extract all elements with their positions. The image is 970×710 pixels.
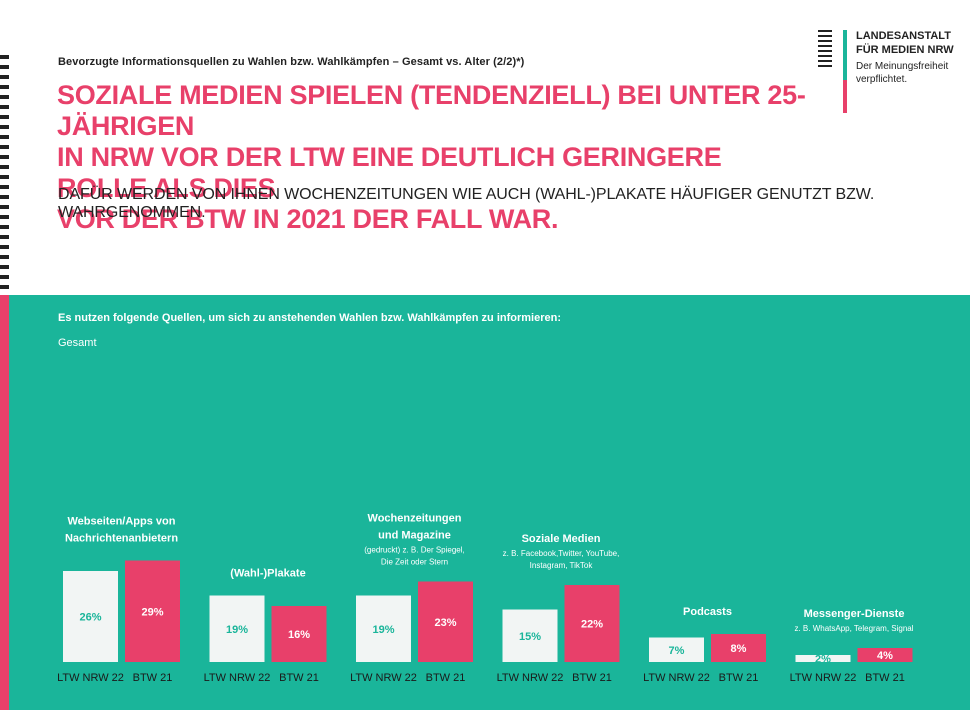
left-accent-bar [0, 295, 9, 710]
value-label: 19% [226, 624, 248, 636]
series-label: LTW NRW 22 [204, 672, 271, 684]
header-area [0, 0, 970, 295]
logo-tagline-line2: verpflichtet. [856, 74, 908, 85]
category-subtitle: Die Zeit oder Stern [381, 558, 448, 567]
value-label: 16% [288, 629, 310, 641]
category-title: Nachrichtenanbietern [65, 533, 178, 545]
category-title: Webseiten/Apps von [68, 516, 176, 528]
bar [63, 571, 118, 662]
headline-line: SOZIALE MEDIEN SPIELEN (TENDENZIELL) BEI… [57, 80, 806, 141]
series-label: LTW NRW 22 [57, 672, 124, 684]
category-subtitle: z. B. WhatsApp, Telegram, Signal [794, 624, 913, 633]
value-label: 26% [79, 612, 101, 624]
kicker-text: Bevorzugte Informationsquellen zu Wahlen… [58, 56, 525, 68]
series-label: BTW 21 [279, 672, 319, 684]
value-label: 4% [877, 650, 893, 662]
headline: SOZIALE MEDIEN SPIELEN (TENDENZIELL) BEI… [57, 80, 817, 235]
value-label: 29% [141, 606, 163, 618]
category-subtitle: Instagram, TikTok [530, 561, 594, 570]
chart-question: Es nutzen folgende Quellen, um sich zu a… [58, 312, 561, 324]
series-label: BTW 21 [572, 672, 612, 684]
bar [564, 585, 620, 662]
series-label: LTW NRW 22 [350, 672, 417, 684]
value-label: 22% [581, 619, 603, 631]
logo-tagline-line1: Der Meinungsfreiheit [856, 61, 949, 72]
series-label: BTW 21 [719, 672, 759, 684]
series-label: BTW 21 [133, 672, 173, 684]
category-title: Soziale Medien [522, 533, 601, 545]
category-title: und Magazine [378, 530, 451, 542]
subheadline: DAFÜR WERDEN VON IHNEN WOCHENZEITUNGEN W… [58, 186, 875, 221]
logo-bar-pink [843, 80, 847, 113]
bar [795, 655, 851, 662]
group-label: Gesamt [58, 337, 97, 349]
category-title: (Wahl-)Plakate [230, 568, 305, 580]
category-subtitle: (gedruckt) z. B. Der Spiegel, [364, 546, 464, 555]
series-label: LTW NRW 22 [497, 672, 564, 684]
bar [356, 595, 411, 662]
value-label: 15% [519, 631, 541, 643]
logo-stripes-icon [818, 30, 832, 70]
value-label: 7% [669, 645, 685, 657]
bar [125, 560, 180, 662]
headline-line: VOR DER BTW IN 2021 DER FALL WAR. [57, 204, 559, 234]
bar [649, 637, 704, 662]
series-label: BTW 21 [865, 672, 905, 684]
headline-line: IN NRW VOR DER LTW EINE DEUTLICH GERINGE… [57, 142, 722, 203]
bar [209, 595, 265, 662]
bar [271, 606, 327, 662]
category-subtitle: z. B. Facebook,Twitter, YouTube, [503, 549, 620, 558]
category-title: Wochenzeitungen [368, 513, 462, 525]
bar [857, 648, 913, 662]
value-label: 2% [815, 654, 831, 666]
category-title: Messenger-Dienste [804, 608, 905, 620]
value-label: 23% [434, 617, 456, 629]
landesanstalt-logo: LANDESANSTALT FÜR MEDIEN NRW Der Meinung… [818, 30, 968, 115]
logo-bar-teal [843, 30, 847, 80]
bar [418, 581, 473, 662]
bar [711, 634, 766, 662]
series-label: BTW 21 [426, 672, 466, 684]
series-label: LTW NRW 22 [790, 672, 857, 684]
value-label: 19% [372, 624, 394, 636]
left-edge-decoration [0, 55, 12, 295]
logo-name-line2: FÜR MEDIEN NRW [856, 44, 954, 56]
category-title: Podcasts [683, 606, 732, 618]
logo-name-line1: LANDESANSTALT [856, 30, 951, 42]
bar [502, 609, 558, 662]
value-label: 8% [731, 643, 747, 655]
series-label: LTW NRW 22 [643, 672, 710, 684]
